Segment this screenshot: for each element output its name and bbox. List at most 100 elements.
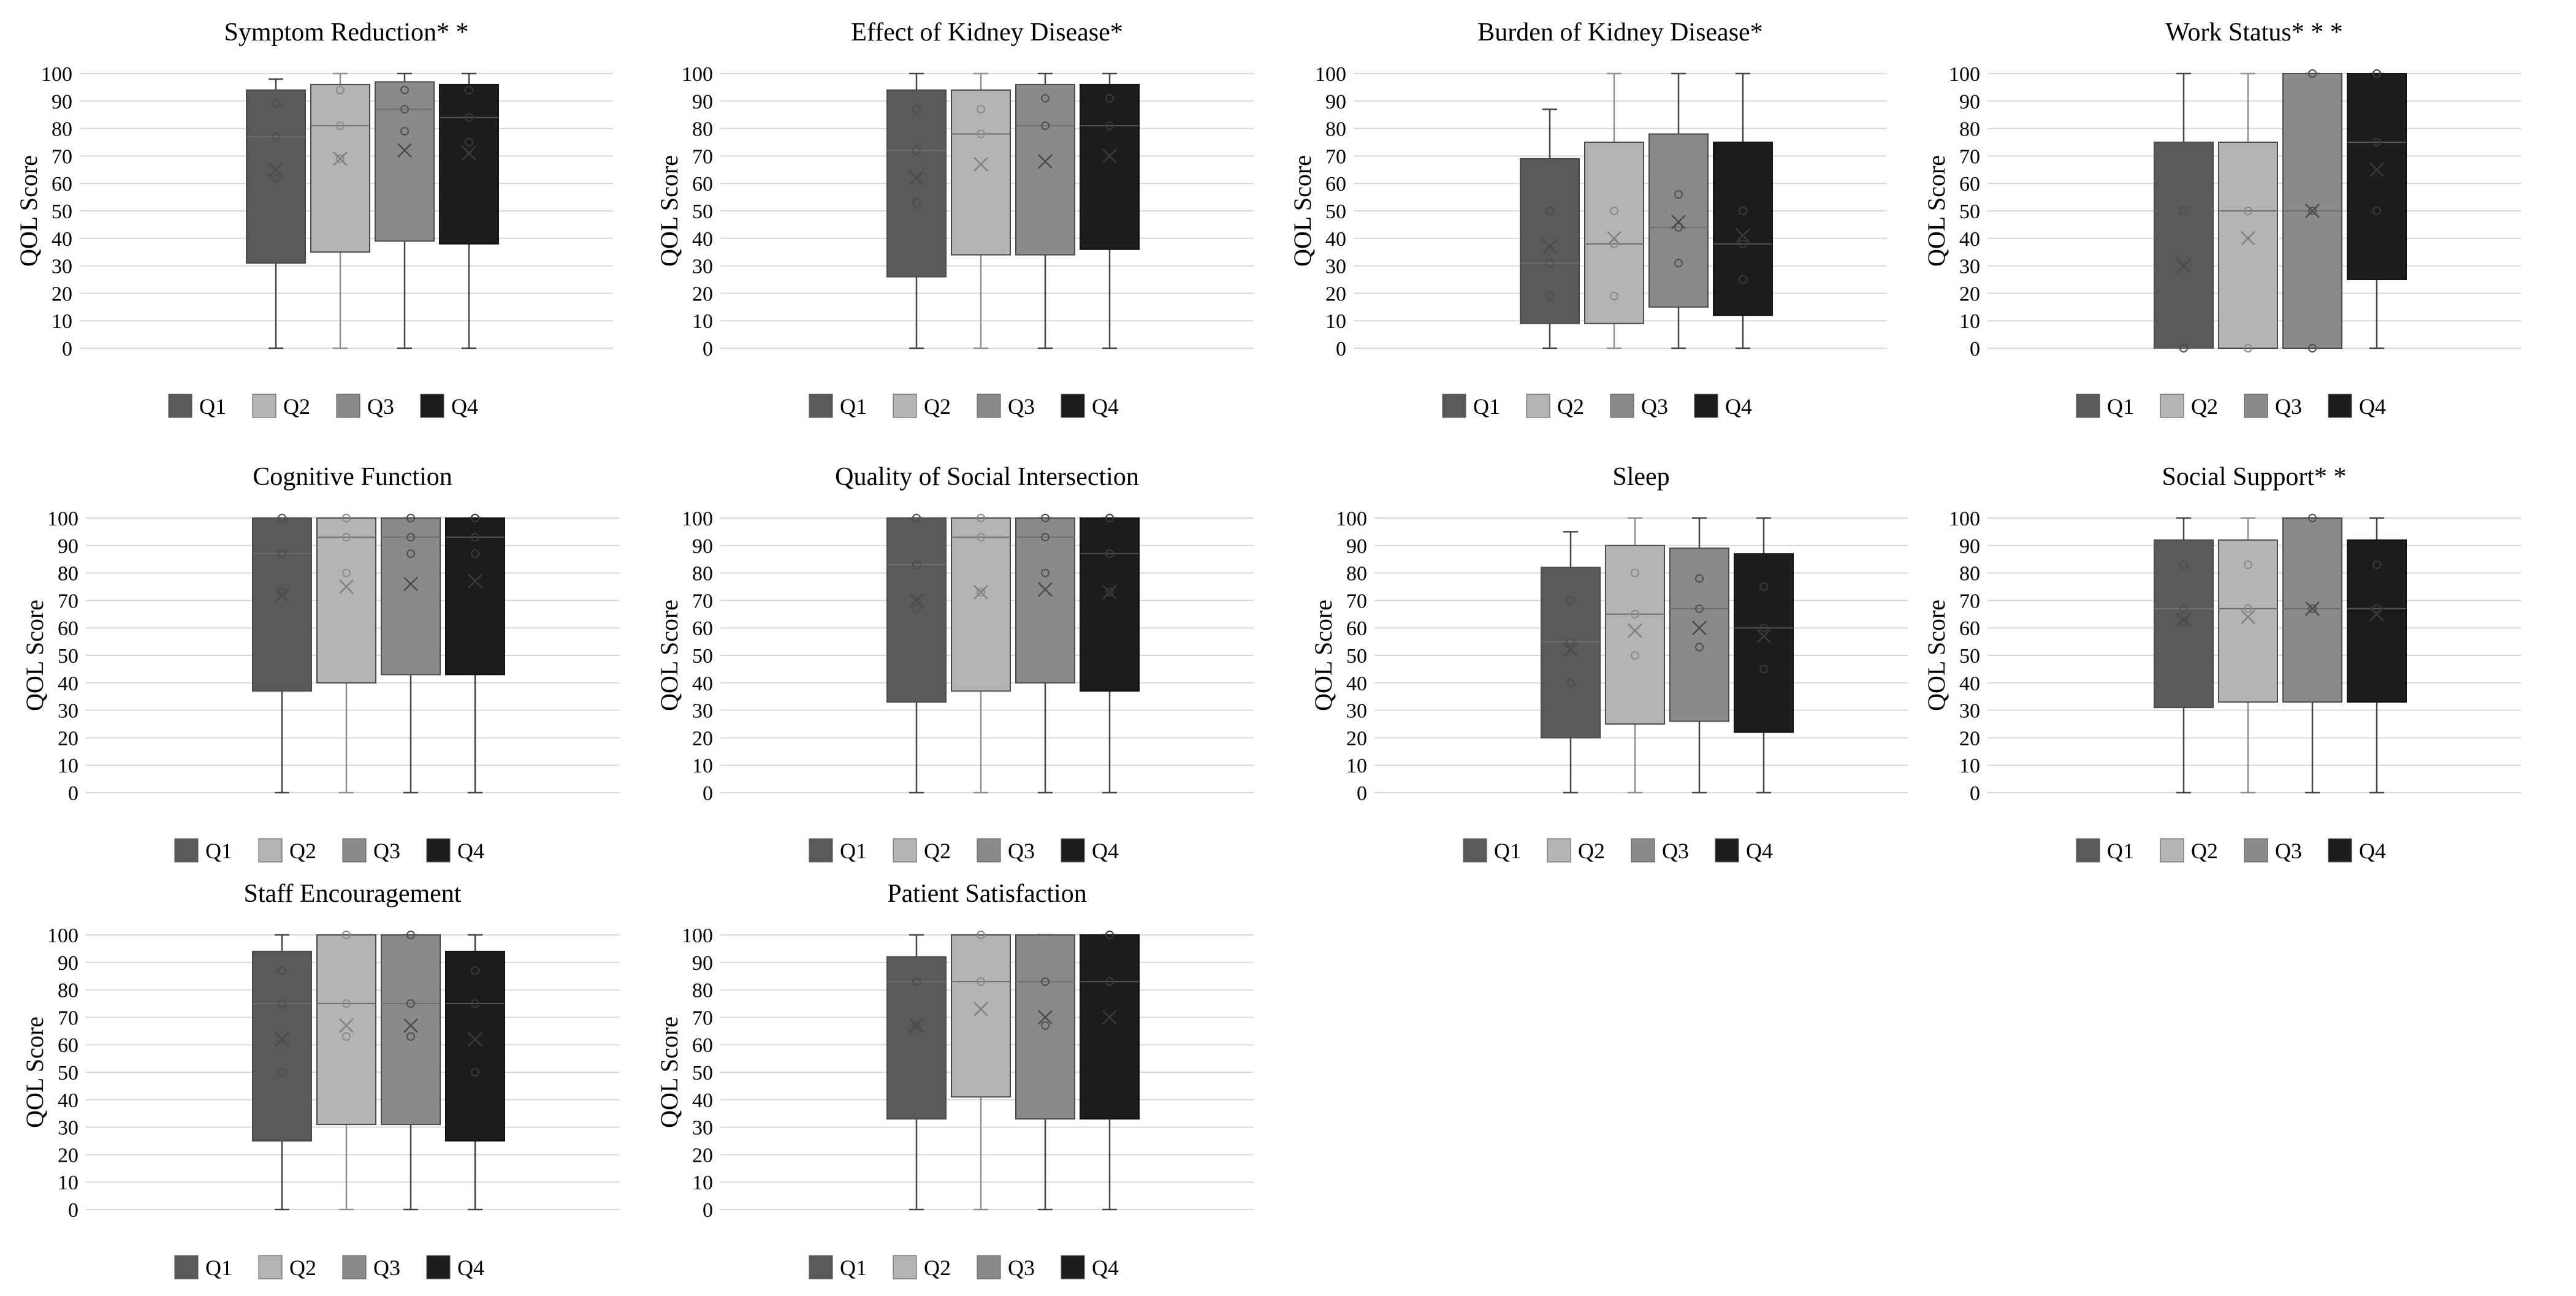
chart-work-status: Work Status* * * QOL Score 0 10 20 30 40 50 60 70… (1908, 0, 2533, 429)
legend-label-q3: Q3 (367, 394, 394, 419)
box-q3 (2282, 514, 2342, 794)
data-point (465, 138, 473, 147)
y-tick-label: 10 (692, 755, 713, 777)
data-point (1674, 223, 1683, 232)
y-tick-label: 100 (1315, 63, 1346, 86)
y-tick-label: 40 (692, 228, 713, 251)
box-body (375, 81, 435, 242)
legend-swatch-q4 (1061, 1255, 1085, 1279)
mean-marker (1628, 623, 1642, 638)
chart-svg: Work Status* * * QOL Score 0 10 20 30 40 50 60 70… (1922, 18, 2521, 419)
y-axis-label: QOL Score (1289, 155, 1316, 267)
legend-label-q4: Q4 (1746, 839, 1773, 863)
legend-label-q3: Q3 (1008, 839, 1035, 863)
y-tick-label: 10 (692, 1172, 713, 1194)
data-point (2308, 344, 2317, 353)
y-tick-label: 40 (1959, 673, 1980, 695)
y-tick-label: 20 (58, 1144, 78, 1167)
data-point (2372, 138, 2381, 147)
mean-marker (333, 151, 348, 166)
chart-title: Patient Satisfaction (887, 880, 1086, 908)
y-tick-label: 60 (58, 617, 78, 640)
y-tick-label: 20 (692, 283, 713, 305)
y-tick-label: 70 (692, 145, 713, 168)
data-point (1631, 651, 1639, 660)
legend-label-q2: Q2 (924, 394, 951, 419)
y-tick-label: 70 (1959, 145, 1980, 168)
box-q3 (375, 72, 435, 349)
y-tick-label: 20 (1959, 727, 1980, 750)
data-point (1041, 94, 1050, 103)
box-q4 (2347, 69, 2407, 349)
y-tick-label: 90 (692, 952, 713, 975)
box-body (252, 517, 312, 692)
data-point (278, 966, 286, 975)
data-point (912, 198, 921, 207)
y-tick-label: 70 (58, 1007, 78, 1029)
box-q2 (310, 72, 370, 349)
y-tick-label: 100 (1336, 508, 1367, 530)
data-point (336, 85, 345, 94)
legend-swatch-q4 (420, 394, 444, 418)
legend-swatch-q1 (809, 1255, 833, 1279)
chart-effect-of-kidney-disease: Effect of Kidney Disease* QOL Score 0 10 20 3… (641, 0, 1266, 429)
y-tick-label: 60 (1325, 173, 1346, 196)
y-tick-label: 60 (692, 617, 713, 640)
y-tick-label: 80 (1325, 118, 1346, 141)
box-body (1520, 158, 1580, 324)
chart-title: Work Status* * * (2165, 18, 2342, 47)
box-body (951, 934, 1011, 1098)
data-point (406, 549, 415, 558)
data-point (342, 931, 351, 939)
box-body (2347, 539, 2407, 703)
legend-swatch-q4 (426, 838, 451, 863)
data-point (977, 587, 985, 597)
data-point (2372, 207, 2381, 215)
data-point (1674, 190, 1683, 199)
y-tick-label: 40 (1346, 673, 1367, 695)
box-body (886, 89, 947, 278)
box-body (252, 950, 312, 1142)
box-body (2347, 73, 2407, 280)
legend-label-q1: Q1 (2107, 839, 2134, 863)
legend-label-q3: Q3 (2275, 839, 2302, 863)
y-tick-label: 30 (1346, 700, 1367, 723)
y-tick-label: 100 (682, 924, 713, 947)
data-point (977, 931, 985, 939)
legend-label-q4: Q4 (1092, 1256, 1119, 1280)
y-tick-label: 90 (51, 91, 72, 113)
y-tick-label: 40 (58, 673, 78, 695)
chart-patient-satisfaction: Patient Satisfaction QOL Score 0 10 20 30 40 50… (641, 861, 1266, 1290)
chart-svg: Burden of Kidney Disease* QOL Score 0 10 20 3… (1289, 18, 1887, 419)
y-tick-label: 40 (1959, 228, 1980, 251)
y-axis-label: QOL Score (655, 155, 683, 267)
y-tick-label: 20 (692, 727, 713, 750)
data-point (471, 549, 479, 558)
data-point (342, 514, 351, 522)
box-q2 (951, 514, 1011, 794)
y-tick-label: 40 (51, 228, 72, 251)
legend-label-q4: Q4 (1092, 394, 1119, 419)
chart-cognitive-function: Cognitive Function QOL Score 0 10 20 30 40 50 60… (6, 444, 631, 874)
data-point (471, 514, 479, 522)
box-body (2154, 142, 2214, 349)
mean-marker (974, 156, 988, 172)
data-point (977, 514, 985, 522)
box-q1 (246, 78, 306, 349)
data-point (1695, 604, 1704, 613)
data-point (2179, 344, 2188, 353)
box-q2 (1584, 72, 1644, 349)
data-point (278, 999, 286, 1008)
mean-marker (1692, 620, 1707, 636)
legend-label-q1: Q1 (2107, 394, 2134, 419)
y-tick-label: 80 (692, 118, 713, 141)
legend-swatch-q2 (252, 394, 276, 418)
y-axis-label: QOL Score (15, 155, 42, 267)
chart-title: Quality of Social Intersection (835, 463, 1139, 491)
legend-label-q2: Q2 (2191, 394, 2218, 419)
y-tick-label: 50 (58, 645, 78, 668)
legend-swatch-q1 (1442, 394, 1466, 418)
box-body (1080, 934, 1140, 1120)
box-body (316, 934, 376, 1126)
box-body (886, 956, 947, 1120)
